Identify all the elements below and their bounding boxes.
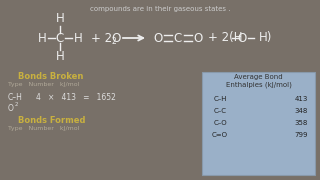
- Text: + 2(H: + 2(H: [208, 31, 243, 44]
- Text: C: C: [174, 31, 182, 44]
- Text: H: H: [74, 31, 82, 44]
- Text: O: O: [193, 31, 203, 44]
- Text: C–C: C–C: [213, 108, 227, 114]
- Text: 348: 348: [294, 108, 308, 114]
- Text: 2: 2: [15, 102, 19, 107]
- FancyBboxPatch shape: [202, 72, 315, 175]
- Text: Bonds Formed: Bonds Formed: [18, 116, 85, 125]
- Text: C–H: C–H: [213, 96, 227, 102]
- Text: H: H: [56, 51, 64, 64]
- Text: C=O: C=O: [212, 132, 228, 138]
- Text: H: H: [38, 31, 46, 44]
- Text: 2: 2: [112, 37, 117, 46]
- Text: 4   ×   413   =   1652: 4 × 413 = 1652: [36, 93, 116, 102]
- Text: compounds are in their gaseous states .: compounds are in their gaseous states .: [90, 6, 230, 12]
- Text: O: O: [153, 31, 163, 44]
- Text: Type   Number   kJ/mol: Type Number kJ/mol: [8, 126, 79, 131]
- Text: H): H): [259, 31, 272, 44]
- Text: Bonds Broken: Bonds Broken: [18, 72, 84, 81]
- Text: C: C: [56, 31, 64, 44]
- Text: 413: 413: [294, 96, 308, 102]
- Text: O: O: [8, 104, 14, 113]
- Text: + 2O: + 2O: [91, 31, 121, 44]
- Text: Type   Number   kJ/mol: Type Number kJ/mol: [8, 82, 79, 87]
- Text: Average Bond
Enthalpies (kJ/mol): Average Bond Enthalpies (kJ/mol): [226, 74, 292, 88]
- Text: O: O: [237, 31, 247, 44]
- Text: 358: 358: [294, 120, 308, 126]
- Text: C–O: C–O: [213, 120, 227, 126]
- Text: C–H: C–H: [8, 93, 23, 102]
- Text: 799: 799: [294, 132, 308, 138]
- Text: H: H: [56, 12, 64, 24]
